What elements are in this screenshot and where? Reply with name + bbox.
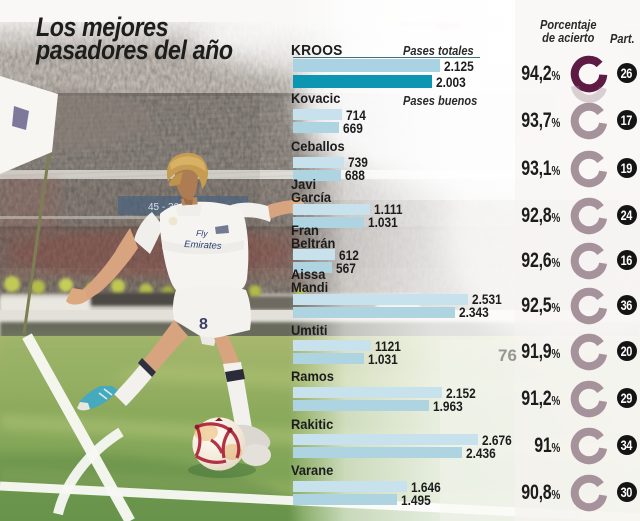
svg-text:76: 76 xyxy=(498,346,517,365)
